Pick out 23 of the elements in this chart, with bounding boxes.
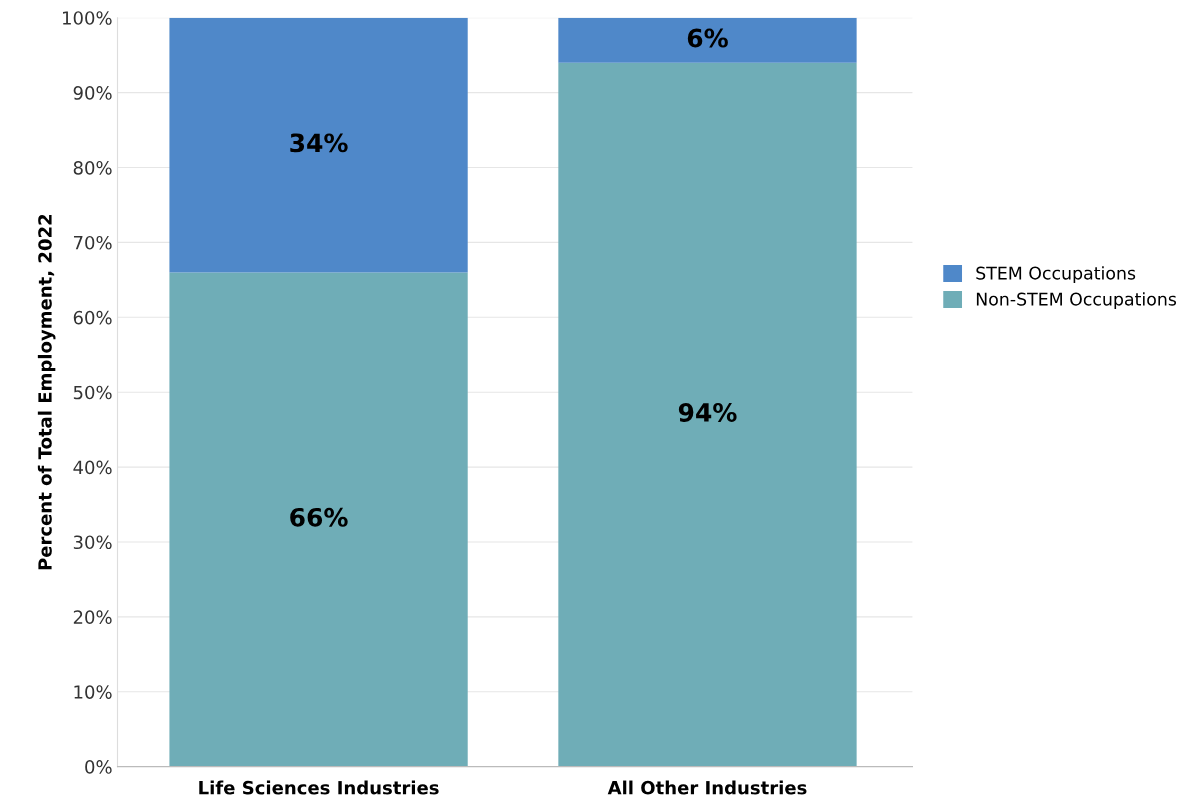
y-tick-label: 50% — [73, 385, 112, 400]
data-label: 94% — [678, 403, 737, 422]
bar — [169, 17, 468, 273]
legend-label: STEM Occupations — [976, 266, 1136, 284]
y-tick-label: 30% — [73, 535, 112, 550]
data-label: 66% — [290, 507, 348, 527]
data-label: 6% — [687, 28, 728, 48]
y-tick-label: 20% — [73, 610, 112, 624]
y-tick-label: 70% — [73, 235, 112, 250]
y-tick-label: 10% — [74, 685, 112, 699]
x-tick-label: Life Sciences Industries — [199, 780, 439, 795]
y-tick-label: 100% — [63, 11, 112, 25]
y-tick-label: 40% — [73, 460, 112, 475]
bar — [558, 17, 857, 63]
y-tick-label: 90% — [73, 86, 112, 100]
data-label: 34% — [290, 133, 348, 153]
y-tick-label: 60% — [73, 310, 112, 325]
y-tick-label: 0% — [85, 760, 112, 774]
legend-label: Non-STEM Occupations — [976, 292, 1177, 310]
y-tick-label: 80% — [73, 160, 112, 175]
bar — [169, 272, 468, 767]
x-tick-label: All Other Industries — [607, 780, 807, 795]
y-axis-title: Percent of Total Employment, 2022 — [37, 214, 56, 570]
